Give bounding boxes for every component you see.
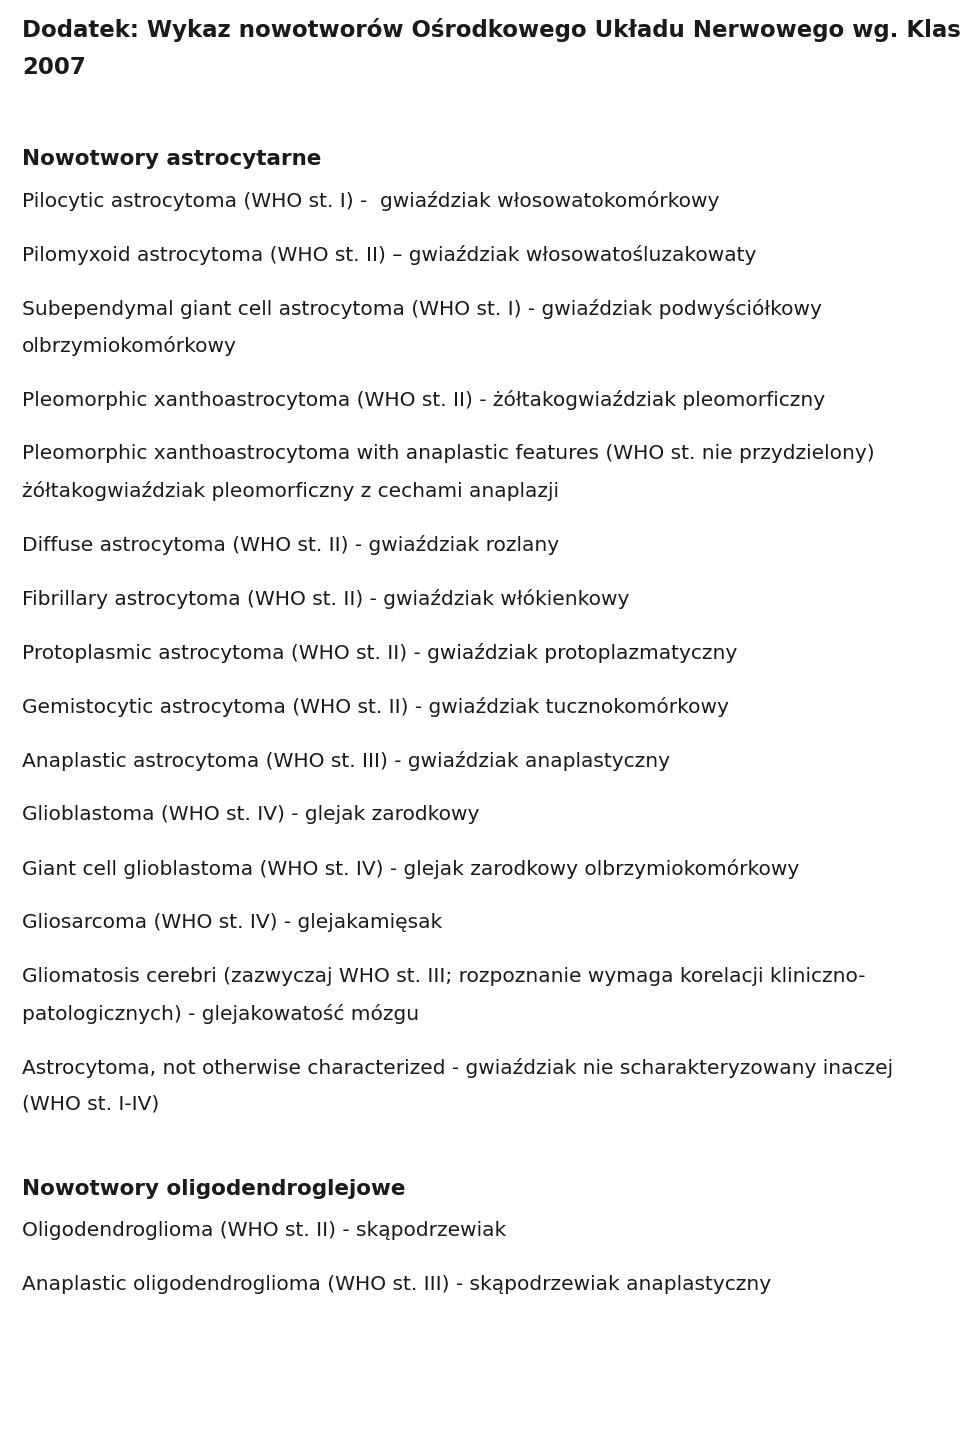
Text: patologicznych) - glejakowatość mózgu: patologicznych) - glejakowatość mózgu bbox=[22, 1005, 420, 1024]
Text: (WHO st. I-IV): (WHO st. I-IV) bbox=[22, 1095, 159, 1114]
Text: Pleomorphic xanthoastrocytoma with anaplastic features (WHO st. nie przydzielony: Pleomorphic xanthoastrocytoma with anapl… bbox=[22, 443, 875, 462]
Text: Gemistocytic astrocytoma (WHO st. II) - gwiaździak tucznokomórkowy: Gemistocytic astrocytoma (WHO st. II) - … bbox=[22, 696, 729, 717]
Text: Nowotwory astrocytarne: Nowotwory astrocytarne bbox=[22, 148, 322, 169]
Text: Glioblastoma (WHO st. IV) - glejak zarodkowy: Glioblastoma (WHO st. IV) - glejak zarod… bbox=[22, 806, 479, 824]
Text: Giant cell glioblastoma (WHO st. IV) - glejak zarodkowy olbrzymiokomórkowy: Giant cell glioblastoma (WHO st. IV) - g… bbox=[22, 859, 800, 880]
Text: 2007: 2007 bbox=[22, 57, 85, 79]
Text: Subependymal giant cell astrocytoma (WHO st. I) - gwiaździak podwyściółkowy: Subependymal giant cell astrocytoma (WHO… bbox=[22, 300, 822, 318]
Text: Diffuse astrocytoma (WHO st. II) - gwiaździak rozlany: Diffuse astrocytoma (WHO st. II) - gwiaź… bbox=[22, 535, 559, 555]
Text: Pilomyxoid astrocytoma (WHO st. II) – gwiaździak włosowatośluzakowaty: Pilomyxoid astrocytoma (WHO st. II) – gw… bbox=[22, 246, 756, 265]
Text: Anaplastic astrocytoma (WHO st. III) - gwiaździak anaplastyczny: Anaplastic astrocytoma (WHO st. III) - g… bbox=[22, 752, 670, 771]
Text: żółtakogwiaździak pleomorficzny z cechami anaplazji: żółtakogwiaździak pleomorficzny z cecham… bbox=[22, 481, 559, 502]
Text: Pilocytic astrocytoma (WHO st. I) -  gwiaździak włosowatokomórkowy: Pilocytic astrocytoma (WHO st. I) - gwia… bbox=[22, 190, 719, 211]
Text: Gliosarcoma (WHO st. IV) - glejakamięsak: Gliosarcoma (WHO st. IV) - glejakamięsak bbox=[22, 913, 443, 932]
Text: Anaplastic oligodendroglioma (WHO st. III) - skąpodrzewiak anaplastyczny: Anaplastic oligodendroglioma (WHO st. II… bbox=[22, 1275, 771, 1294]
Text: Oligodendroglioma (WHO st. II) - skąpodrzewiak: Oligodendroglioma (WHO st. II) - skąpodr… bbox=[22, 1221, 506, 1240]
Text: Dodatek: Wykaz nowotworów Ośrodkowego Układu Nerwowego wg. Klasyfikacji WHO: Dodatek: Wykaz nowotworów Ośrodkowego Uk… bbox=[22, 17, 960, 42]
Text: Astrocytoma, not otherwise characterized - gwiaździak nie scharakteryzowany inac: Astrocytoma, not otherwise characterized… bbox=[22, 1059, 893, 1077]
Text: Gliomatosis cerebri (zazwyczaj WHO st. III; rozpoznanie wymaga korelacji klinicz: Gliomatosis cerebri (zazwyczaj WHO st. I… bbox=[22, 967, 866, 986]
Text: Pleomorphic xanthoastrocytoma (WHO st. II) - żółtakogwiaździak pleomorficzny: Pleomorphic xanthoastrocytoma (WHO st. I… bbox=[22, 390, 826, 410]
Text: olbrzymiokomórkowy: olbrzymiokomórkowy bbox=[22, 336, 237, 356]
Text: Nowotwory oligodendroglejowe: Nowotwory oligodendroglejowe bbox=[22, 1179, 405, 1200]
Text: Protoplasmic astrocytoma (WHO st. II) - gwiaździak protoplazmatyczny: Protoplasmic astrocytoma (WHO st. II) - … bbox=[22, 643, 737, 663]
Text: Fibrillary astrocytoma (WHO st. II) - gwiaździak włókienkowy: Fibrillary astrocytoma (WHO st. II) - gw… bbox=[22, 589, 630, 609]
